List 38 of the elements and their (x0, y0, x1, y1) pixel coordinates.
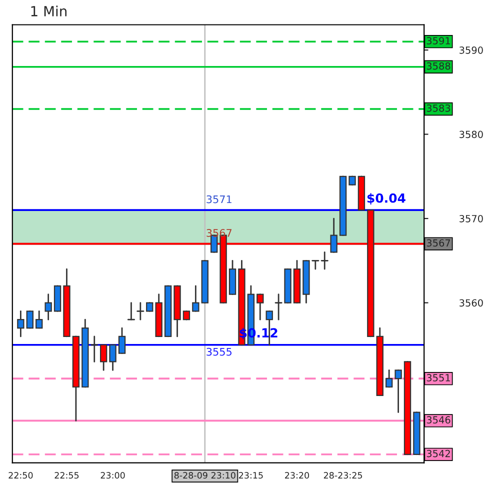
annotation: 3555 (206, 348, 232, 356)
ref-line-label: 3588 (426, 62, 450, 70)
annotation: 3567 (206, 229, 232, 237)
chart-title: 1 Min (31, 6, 66, 16)
ref-line-label: 3551 (426, 374, 450, 382)
x-tick-label: 22:55 (54, 472, 79, 479)
candlestick (330, 218, 338, 253)
ref-line-label: 3567 (426, 239, 450, 247)
candlestick (394, 369, 402, 413)
candlestick (36, 310, 43, 329)
y-tick-label: 3560 (460, 299, 483, 307)
y-tick-label: 3580 (460, 130, 483, 138)
ref-line-label: 3583 (426, 104, 450, 112)
candlestick (118, 327, 126, 354)
annotation: $0.04 (367, 193, 406, 204)
ref-line-label: 3546 (426, 416, 450, 424)
candlestick (136, 302, 144, 320)
x-tick-label: 22:50 (8, 472, 33, 479)
candlestick (44, 294, 52, 320)
candlestick (127, 302, 135, 320)
candlestick (192, 285, 200, 312)
candlestick (17, 310, 24, 338)
candlestick (320, 252, 328, 270)
y-tick-label: 3590 (460, 46, 483, 54)
x-tick-label: 28-23:25 (324, 472, 362, 479)
candlestick (100, 344, 108, 371)
candlestick (109, 344, 116, 371)
x-tick-label: 23:20 (285, 472, 310, 479)
x-tick-label: 8-28-09 23:10 (174, 472, 236, 479)
x-tick-label: 23:00 (100, 472, 125, 479)
ref-line-label: 3591 (426, 37, 450, 44)
y-tick-label: 3570 (460, 214, 483, 222)
candlestick (385, 369, 393, 388)
candlestick (26, 310, 34, 329)
x-tick-label: 23:15 (238, 472, 263, 479)
ref-line-label: 3542 (426, 450, 450, 458)
annotation: 3571 (206, 195, 232, 204)
candlestick (256, 294, 264, 320)
